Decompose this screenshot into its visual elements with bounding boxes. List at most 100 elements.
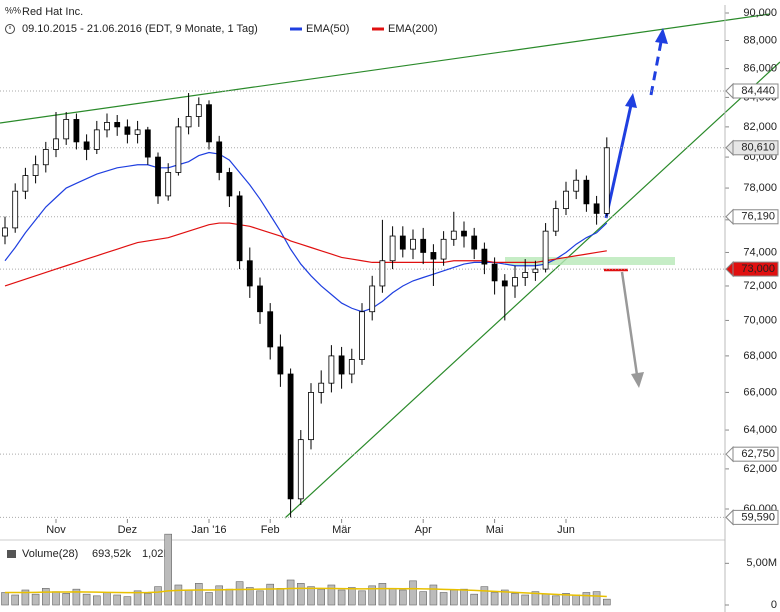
x-tick-label: Dez xyxy=(118,524,138,536)
candle-body xyxy=(165,172,172,197)
candle-body xyxy=(155,156,161,197)
candle-body xyxy=(501,280,508,287)
x-tick-label: Nov xyxy=(46,524,66,536)
candle-body xyxy=(104,122,110,131)
y-tick-label: 70,000 xyxy=(743,314,777,326)
volume-bar xyxy=(164,533,172,606)
candle-body xyxy=(583,179,590,205)
gray-arrow xyxy=(620,271,639,376)
volume-bar xyxy=(490,592,499,606)
candle-body xyxy=(12,190,19,229)
candle-body xyxy=(287,373,294,500)
volume-bar xyxy=(551,595,560,606)
volume-bar xyxy=(378,583,387,606)
y-tick-label: 90,000 xyxy=(743,7,777,19)
volume-bar xyxy=(317,588,326,606)
volume-bar xyxy=(174,584,183,606)
level-pointer xyxy=(725,260,734,278)
candle-body xyxy=(399,235,406,250)
candle-body xyxy=(359,311,365,360)
volume-bar xyxy=(358,590,366,606)
volume-bar xyxy=(276,588,285,606)
volume-bar xyxy=(93,595,101,606)
y-tick-label: 5,00M xyxy=(746,557,777,569)
volume-legend: Volume(28) 693,52k 1,02M xyxy=(7,548,173,560)
candle-body xyxy=(308,392,314,441)
x-tick-label: Feb xyxy=(261,524,280,536)
candle-body xyxy=(450,230,457,240)
level-label: 80,610 xyxy=(741,142,775,154)
candle-body xyxy=(114,122,121,128)
icon: %% xyxy=(5,5,21,15)
candle-body xyxy=(236,195,243,262)
volume-bar xyxy=(103,592,111,606)
trend-line-upper xyxy=(0,13,771,124)
level-pointer xyxy=(725,445,734,463)
candle-body xyxy=(246,260,253,287)
y-tick-label: 86,000 xyxy=(743,63,777,75)
candle-body xyxy=(318,382,325,393)
volume-bar xyxy=(266,583,275,606)
volume-bar xyxy=(327,584,336,606)
y-tick-label: 66,000 xyxy=(743,386,777,398)
candle-body xyxy=(440,238,447,260)
candle-body xyxy=(420,238,427,253)
x-tick-label: Mär xyxy=(332,524,351,536)
volume-bar xyxy=(368,585,377,606)
candle-body xyxy=(144,129,151,158)
candle-body xyxy=(532,268,539,273)
blue-arrow-head xyxy=(655,28,668,44)
y-tick-label: 74,000 xyxy=(743,246,777,258)
volume-bar xyxy=(521,594,530,606)
volume-bar xyxy=(531,591,540,606)
volume-bar xyxy=(72,588,81,606)
volume-bar xyxy=(307,586,315,606)
y-tick-label: 88,000 xyxy=(743,34,777,46)
volume-bar xyxy=(225,588,234,606)
y-tick-label: 68,000 xyxy=(743,350,777,362)
volume-bar xyxy=(388,588,397,606)
volume-bar xyxy=(337,589,346,606)
volume-last: 693,52k xyxy=(92,548,132,560)
candle-body xyxy=(124,126,131,135)
level-label: 73,000 xyxy=(741,263,775,275)
level-label: 76,190 xyxy=(741,211,775,223)
candle-body xyxy=(42,149,49,166)
volume-bar xyxy=(429,584,438,606)
support-zone xyxy=(505,257,675,265)
volume-bar xyxy=(195,583,203,606)
volume-bar xyxy=(31,593,40,606)
candle-body xyxy=(379,260,386,287)
candle-body xyxy=(389,235,396,262)
ema-line xyxy=(4,151,608,313)
clock-icon xyxy=(5,24,15,34)
volume-bar xyxy=(449,589,458,606)
y-tick-label: 72,000 xyxy=(743,280,777,292)
candle-body xyxy=(53,138,59,150)
x-tick-label: Jan '16 xyxy=(191,524,226,536)
candle-body xyxy=(603,147,610,214)
level-label: 59,590 xyxy=(741,511,775,523)
y-tick-label: 82,000 xyxy=(743,121,777,133)
candle-body xyxy=(369,285,376,313)
volume-bar xyxy=(256,590,264,606)
level-label: 84,440 xyxy=(741,85,775,97)
candle-body xyxy=(185,116,192,128)
candle-body xyxy=(471,235,478,250)
volume-bar xyxy=(41,588,50,606)
level-pointer xyxy=(725,139,734,156)
candle-body xyxy=(73,119,80,143)
candle-body xyxy=(563,190,569,210)
candle-body xyxy=(226,172,233,197)
y-tick-label: 64,000 xyxy=(743,424,777,436)
level-pointer xyxy=(725,509,734,526)
x-tick-label: Jun xyxy=(557,524,575,536)
volume-bar xyxy=(460,588,468,606)
chart-title: Red Hat Inc. xyxy=(22,6,83,18)
volume-bar xyxy=(419,591,428,606)
volume-bar xyxy=(235,581,244,606)
candle-body xyxy=(542,230,549,270)
volume-bar xyxy=(296,583,305,606)
volume-bar xyxy=(246,587,254,606)
